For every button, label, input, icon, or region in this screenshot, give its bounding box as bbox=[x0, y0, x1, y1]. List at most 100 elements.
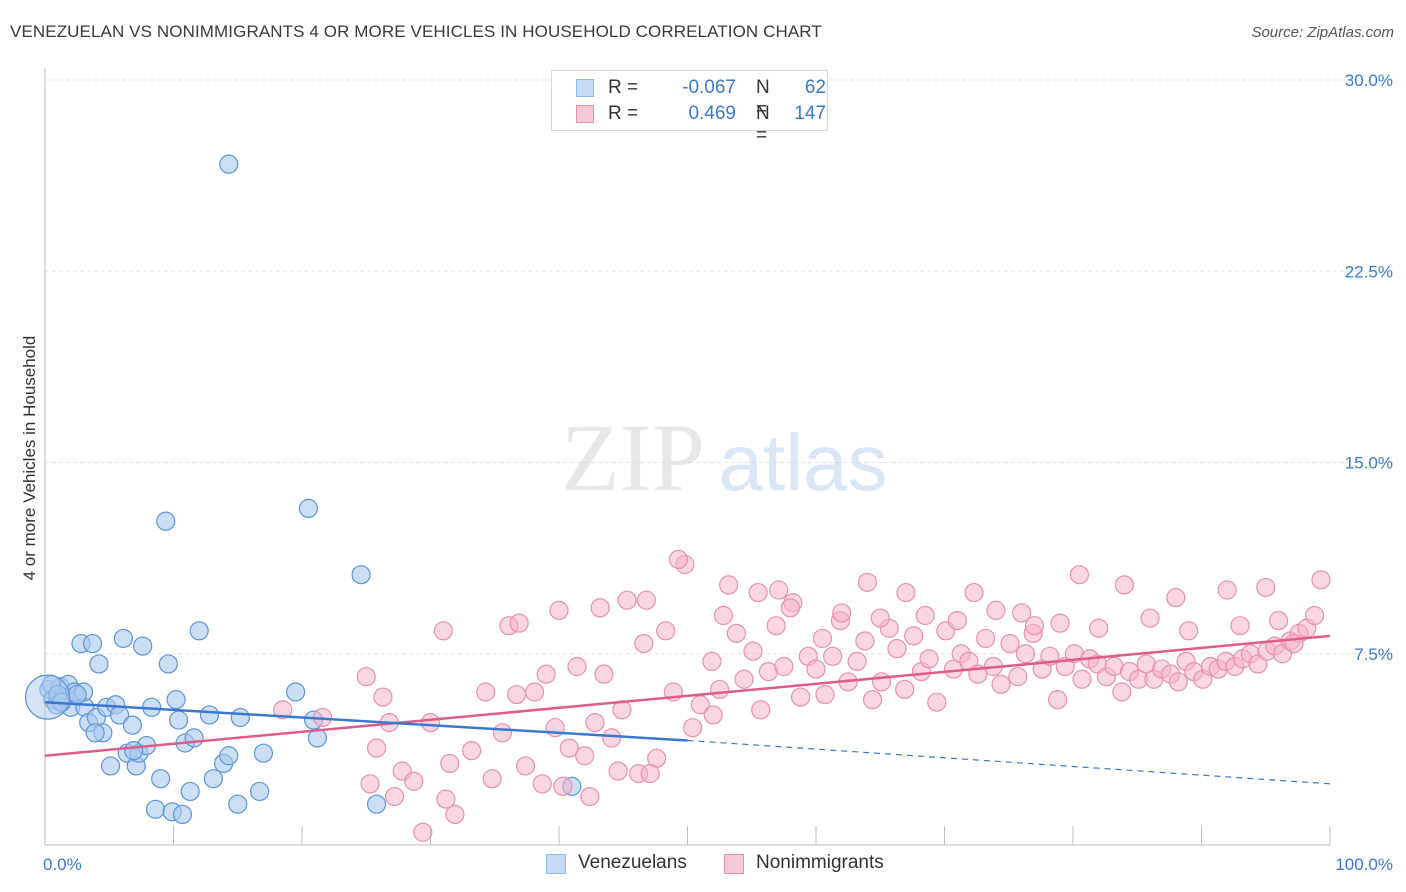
legend-n-label: N = bbox=[756, 77, 770, 120]
nonimmigrants-point bbox=[683, 718, 703, 738]
venezuelans-point bbox=[85, 723, 105, 743]
nonimmigrants-point bbox=[1024, 616, 1045, 636]
nonimmigrants-point bbox=[594, 664, 614, 684]
nonimmigrants-point bbox=[986, 600, 1006, 621]
nonimmigrants-point bbox=[1217, 580, 1237, 600]
nonimmigrants-point bbox=[636, 590, 656, 610]
venezuelans-point bbox=[253, 743, 274, 763]
nonimmigrants-point bbox=[575, 746, 595, 766]
venezuelans-point bbox=[67, 684, 87, 705]
venezuelans-point bbox=[156, 511, 176, 531]
legend-swatch-nonimmigrants bbox=[724, 854, 744, 874]
nonimmigrants-point bbox=[887, 639, 907, 659]
venezuelans-point bbox=[228, 794, 248, 814]
nonimmigrants-point bbox=[1304, 605, 1325, 626]
legend-label-nonimmigrants: Nonimmigrants bbox=[756, 852, 884, 873]
venezuelans-point bbox=[189, 621, 209, 641]
nonimmigrants-point bbox=[1268, 610, 1289, 631]
venezuelans-trend-line bbox=[44, 700, 688, 742]
legend-swatch-venezuelans bbox=[546, 854, 566, 874]
venezuelans-point bbox=[285, 682, 306, 702]
nonimmigrants-point bbox=[774, 656, 794, 677]
nonimmigrants-point bbox=[1112, 682, 1132, 702]
grid-lines bbox=[45, 79, 1393, 655]
watermark-atlas: atlas bbox=[719, 418, 888, 507]
nonimmigrants-point bbox=[857, 572, 878, 592]
venezuelans-point bbox=[100, 756, 121, 776]
nonimmigrants-point bbox=[713, 605, 734, 626]
nonimmigrants-point bbox=[1050, 613, 1070, 633]
venezuelans-point bbox=[169, 710, 189, 730]
nonimmigrants-point bbox=[433, 621, 453, 641]
x-tick-label: 0.0% bbox=[43, 855, 82, 874]
venezuelans-point bbox=[184, 728, 204, 748]
nonimmigrants-point bbox=[515, 756, 536, 776]
nonimmigrants-point bbox=[356, 667, 376, 687]
nonimmigrants-point bbox=[806, 659, 826, 679]
venezuelans-point bbox=[124, 741, 144, 761]
venezuelans-points bbox=[24, 154, 582, 825]
nonimmigrants-point bbox=[1114, 575, 1135, 595]
nonimmigrants-point bbox=[904, 626, 924, 646]
nonimmigrants-point bbox=[751, 700, 771, 720]
nonimmigrants-point bbox=[567, 656, 587, 677]
legend-swatch-nonimmigrants bbox=[576, 105, 594, 123]
nonimmigrants-point bbox=[870, 608, 890, 628]
nonimmigrants-point bbox=[273, 700, 293, 720]
y-tick-label: 15.0% bbox=[1345, 454, 1393, 473]
correlation-legend: R = -0.067 N = 62 R = 0.469 N = 147 bbox=[551, 70, 828, 146]
nonimmigrants-point bbox=[1168, 672, 1188, 692]
nonimmigrants-point bbox=[1069, 565, 1090, 585]
nonimmigrants-point bbox=[1256, 577, 1276, 598]
nonimmigrants-point bbox=[726, 623, 746, 643]
nonimmigrants-point bbox=[1008, 667, 1028, 687]
nonimmigrants-point bbox=[506, 684, 527, 705]
nonimmigrants-point bbox=[373, 687, 393, 707]
venezuelans-point bbox=[230, 707, 250, 728]
nonimmigrants-point bbox=[1140, 608, 1160, 628]
nonimmigrants-point bbox=[580, 786, 600, 807]
nonimmigrants-point bbox=[440, 753, 460, 774]
y-axis-label: 4 or more Vehicles in Household bbox=[20, 335, 39, 581]
nonimmigrants-point bbox=[536, 664, 556, 684]
venezuelans-point bbox=[113, 628, 133, 649]
nonimmigrants-point bbox=[532, 774, 552, 794]
nonimmigrants-point bbox=[823, 646, 843, 666]
nonimmigrants-point bbox=[1179, 621, 1199, 641]
chart-source: Source: ZipAtlas.com bbox=[1251, 24, 1394, 41]
venezuelans-point bbox=[82, 633, 103, 654]
nonimmigrants-point bbox=[832, 603, 852, 623]
nonimmigrants-point bbox=[509, 613, 529, 633]
venezuelans-point bbox=[298, 498, 319, 518]
venezuelans-point bbox=[151, 769, 171, 789]
chart-title: VENEZUELAN VS NONIMMIGRANTS 4 OR MORE VE… bbox=[10, 22, 822, 41]
nonimmigrants-point bbox=[656, 621, 676, 641]
nonimmigrants-point bbox=[855, 631, 875, 651]
venezuelans-point bbox=[366, 794, 387, 814]
nonimmigrants-point bbox=[1000, 633, 1020, 654]
nonimmigrants-point bbox=[640, 763, 660, 784]
venezuelans-point bbox=[158, 654, 178, 674]
nonimmigrants-point bbox=[812, 628, 833, 649]
nonimmigrants-point bbox=[476, 682, 496, 702]
nonimmigrants-point bbox=[462, 741, 482, 761]
nonimmigrants-point bbox=[915, 605, 935, 626]
venezuelans-point bbox=[249, 781, 270, 802]
nonimmigrants-point bbox=[710, 679, 730, 700]
tick-labels: 7.5% 15.0% 22.5% 30.0% 0.0% 100.0% bbox=[43, 71, 1393, 874]
nonimmigrants-point bbox=[366, 738, 387, 758]
legend-r-value: 0.469 bbox=[688, 103, 736, 124]
y-tick-label: 30.0% bbox=[1345, 71, 1393, 90]
nonimmigrants-point bbox=[919, 649, 939, 669]
venezuelans-point bbox=[219, 746, 239, 766]
venezuelans-point bbox=[307, 728, 328, 748]
nonimmigrants-point bbox=[602, 728, 622, 748]
nonimmigrants-point bbox=[766, 616, 786, 636]
nonimmigrants-point bbox=[1011, 603, 1032, 623]
y-tick-label: 7.5% bbox=[1354, 645, 1393, 664]
nonimmigrants-point bbox=[1166, 588, 1186, 608]
venezuelans-trend-extension bbox=[687, 739, 1331, 785]
nonimmigrants-point bbox=[617, 590, 637, 610]
legend-n-label: N = bbox=[756, 103, 770, 146]
legend-r-value: -0.067 bbox=[682, 77, 736, 98]
